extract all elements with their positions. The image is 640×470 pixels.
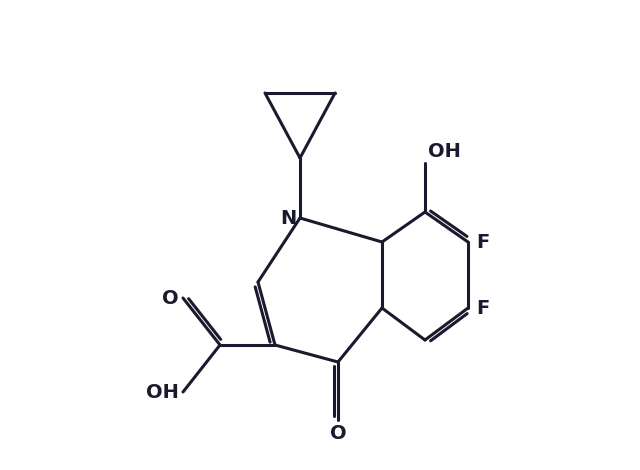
Text: OH: OH: [146, 383, 179, 401]
Text: F: F: [476, 233, 489, 251]
Text: O: O: [163, 289, 179, 307]
Text: OH: OH: [428, 142, 461, 161]
Text: F: F: [476, 298, 489, 318]
Text: N: N: [280, 209, 296, 227]
Text: O: O: [330, 424, 346, 443]
